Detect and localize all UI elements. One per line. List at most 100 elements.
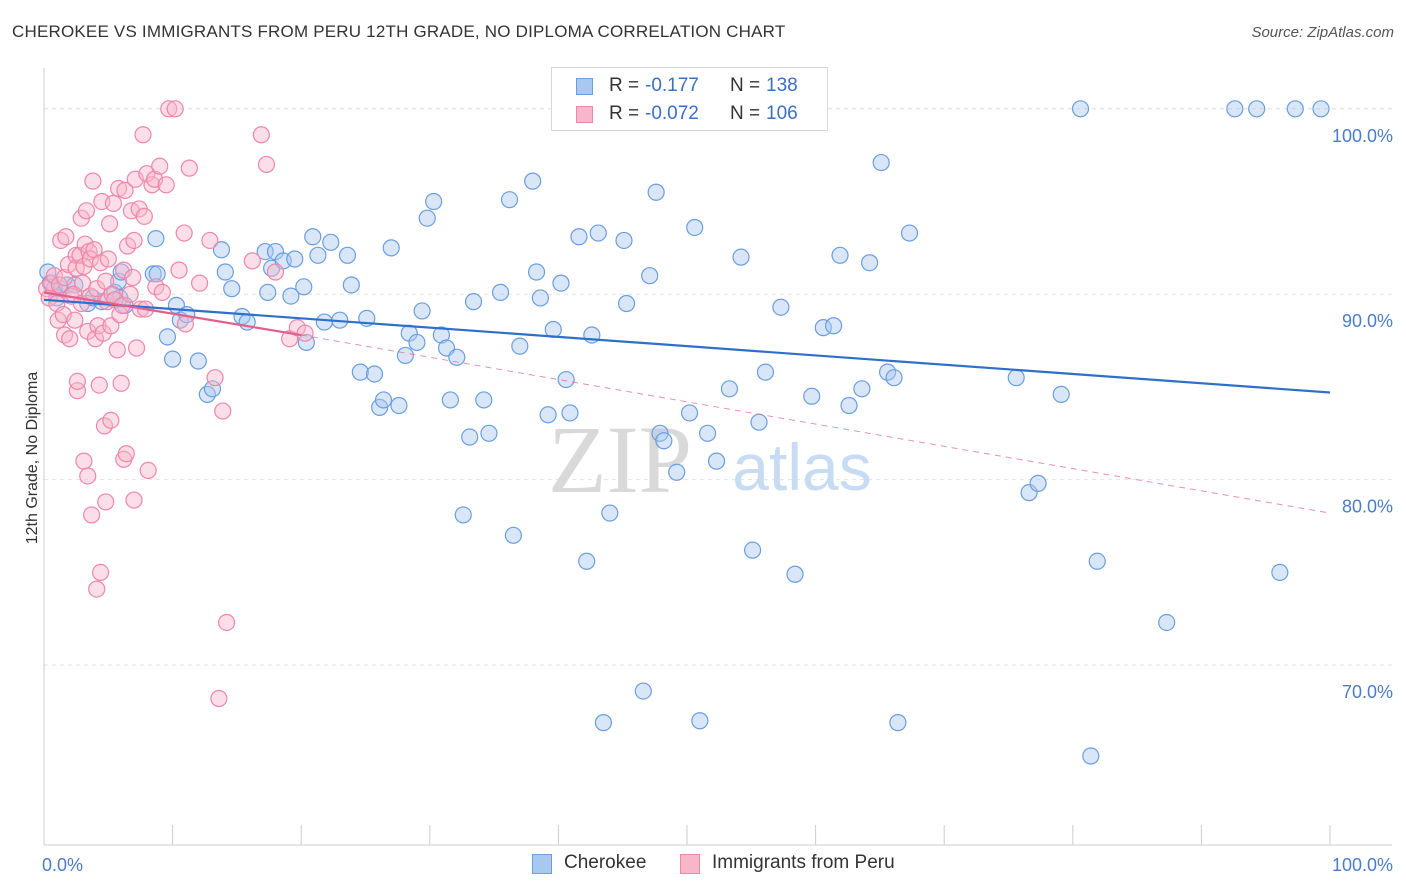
cherokee-point [561,404,579,422]
cherokee-point [655,432,673,450]
cherokee-point [1071,100,1090,118]
watermark-atlas: atlas [732,430,871,504]
cherokee-point [686,218,704,237]
cherokee-point [825,317,843,335]
cherokee-point [617,294,636,313]
peru-point [124,268,142,287]
chart-title: CHEROKEE VS IMMIGRANTS FROM PERU 12TH GR… [12,22,786,41]
cherokee-point [212,241,231,259]
source-label: Source: ZipAtlas.com [1251,24,1394,41]
cherokee-point [454,506,472,524]
cherokee-point [786,565,804,583]
cherokee-point [1029,474,1047,492]
cherokee-point [594,714,613,732]
cherokee-point [365,365,384,383]
cherokee-point [351,363,369,381]
n-value: 106 [766,103,798,124]
tick-labels: 70.0% 80.0% 90.0% 100.0% 0.0% 100.0% [42,126,1393,875]
cherokee-point [1020,484,1038,502]
peru-point [210,689,228,708]
peru-point [166,100,184,118]
cherokee-point [570,228,588,246]
trend-lines [43,291,1331,514]
peru-point [99,250,117,268]
cherokee-legend-label: Cherokee [564,852,647,873]
cherokee-point [691,712,709,730]
cherokee-point [223,280,241,298]
r-label: R = [609,103,640,124]
x-tick-label: 100.0% [1332,855,1393,875]
cherokee-point [189,352,207,370]
cherokee-point [647,183,665,201]
cherokee-point [680,404,699,422]
cherokee-point [720,380,739,398]
peru-point [191,274,209,292]
cherokee-point [304,228,322,246]
cherokee-point [885,369,903,387]
correlation-legend: R = -0.177 N = 138 R = -0.072 N = 106 [551,67,828,131]
peru-point [109,179,128,198]
cherokee-point [889,714,907,732]
cherokee-point [382,239,400,257]
peru-point [139,461,157,480]
y-tick-label: 70.0% [1342,682,1393,702]
cherokee-point [500,191,519,209]
peru-points [37,100,314,708]
peru-point [81,250,99,268]
peru-point [257,155,276,174]
cherokee-point [461,428,479,446]
cherokee-point [1271,563,1289,582]
peru-point [82,506,101,524]
peru-point [55,268,74,287]
cherokee-point [743,541,762,559]
peru-point [157,176,175,194]
cherokee-point [732,248,750,266]
peru-point [97,493,115,511]
peru-point [160,100,178,118]
watermark-zip: ZIP [548,406,692,513]
cherokee-point [589,224,607,242]
cherokee-point [338,246,357,264]
peru-point [176,315,195,333]
peru-point [121,285,139,303]
cherokee-point [475,391,493,409]
cherokee-point [322,233,340,251]
cherokee-point [203,380,222,398]
cherokee-point [148,265,166,283]
peru-point [90,376,108,394]
cherokee-point [578,552,596,570]
watermark: ZIP atlas [548,406,872,513]
cherokee-point [615,231,633,250]
cherokee-point [1226,100,1244,118]
peru-point [170,261,188,279]
peru-point [104,194,123,212]
cherokee-point [1286,100,1304,118]
cherokee-point [504,526,522,544]
cherokee-point [557,370,575,389]
cherokee-point [286,250,304,268]
y-axis-label: 12th Grade, No Diploma [24,372,41,545]
cherokee-trend-line [43,298,1331,394]
peru-point [102,317,120,335]
peru-point [218,613,236,632]
cherokee-point [216,263,234,281]
peru-point [108,341,126,359]
cherokee-point [396,346,414,365]
peru-point [252,126,270,144]
y-tick-label: 90.0% [1342,311,1393,331]
cherokee-point [413,302,431,320]
cherokee-point [756,363,775,381]
cherokee-point [158,328,177,346]
peru-point [214,402,232,420]
cherokee-point [707,452,726,470]
n-label: N = [730,103,761,124]
n-label: N = [730,75,761,96]
cherokee-point [668,463,686,481]
r-label: R = [609,75,640,96]
peru-trend-line [43,291,302,337]
cherokee-swatch [576,78,593,95]
y-tick-label: 80.0% [1342,497,1393,517]
peru-point [135,207,153,225]
cherokee-point [1052,385,1070,403]
cherokee-point [872,153,890,172]
